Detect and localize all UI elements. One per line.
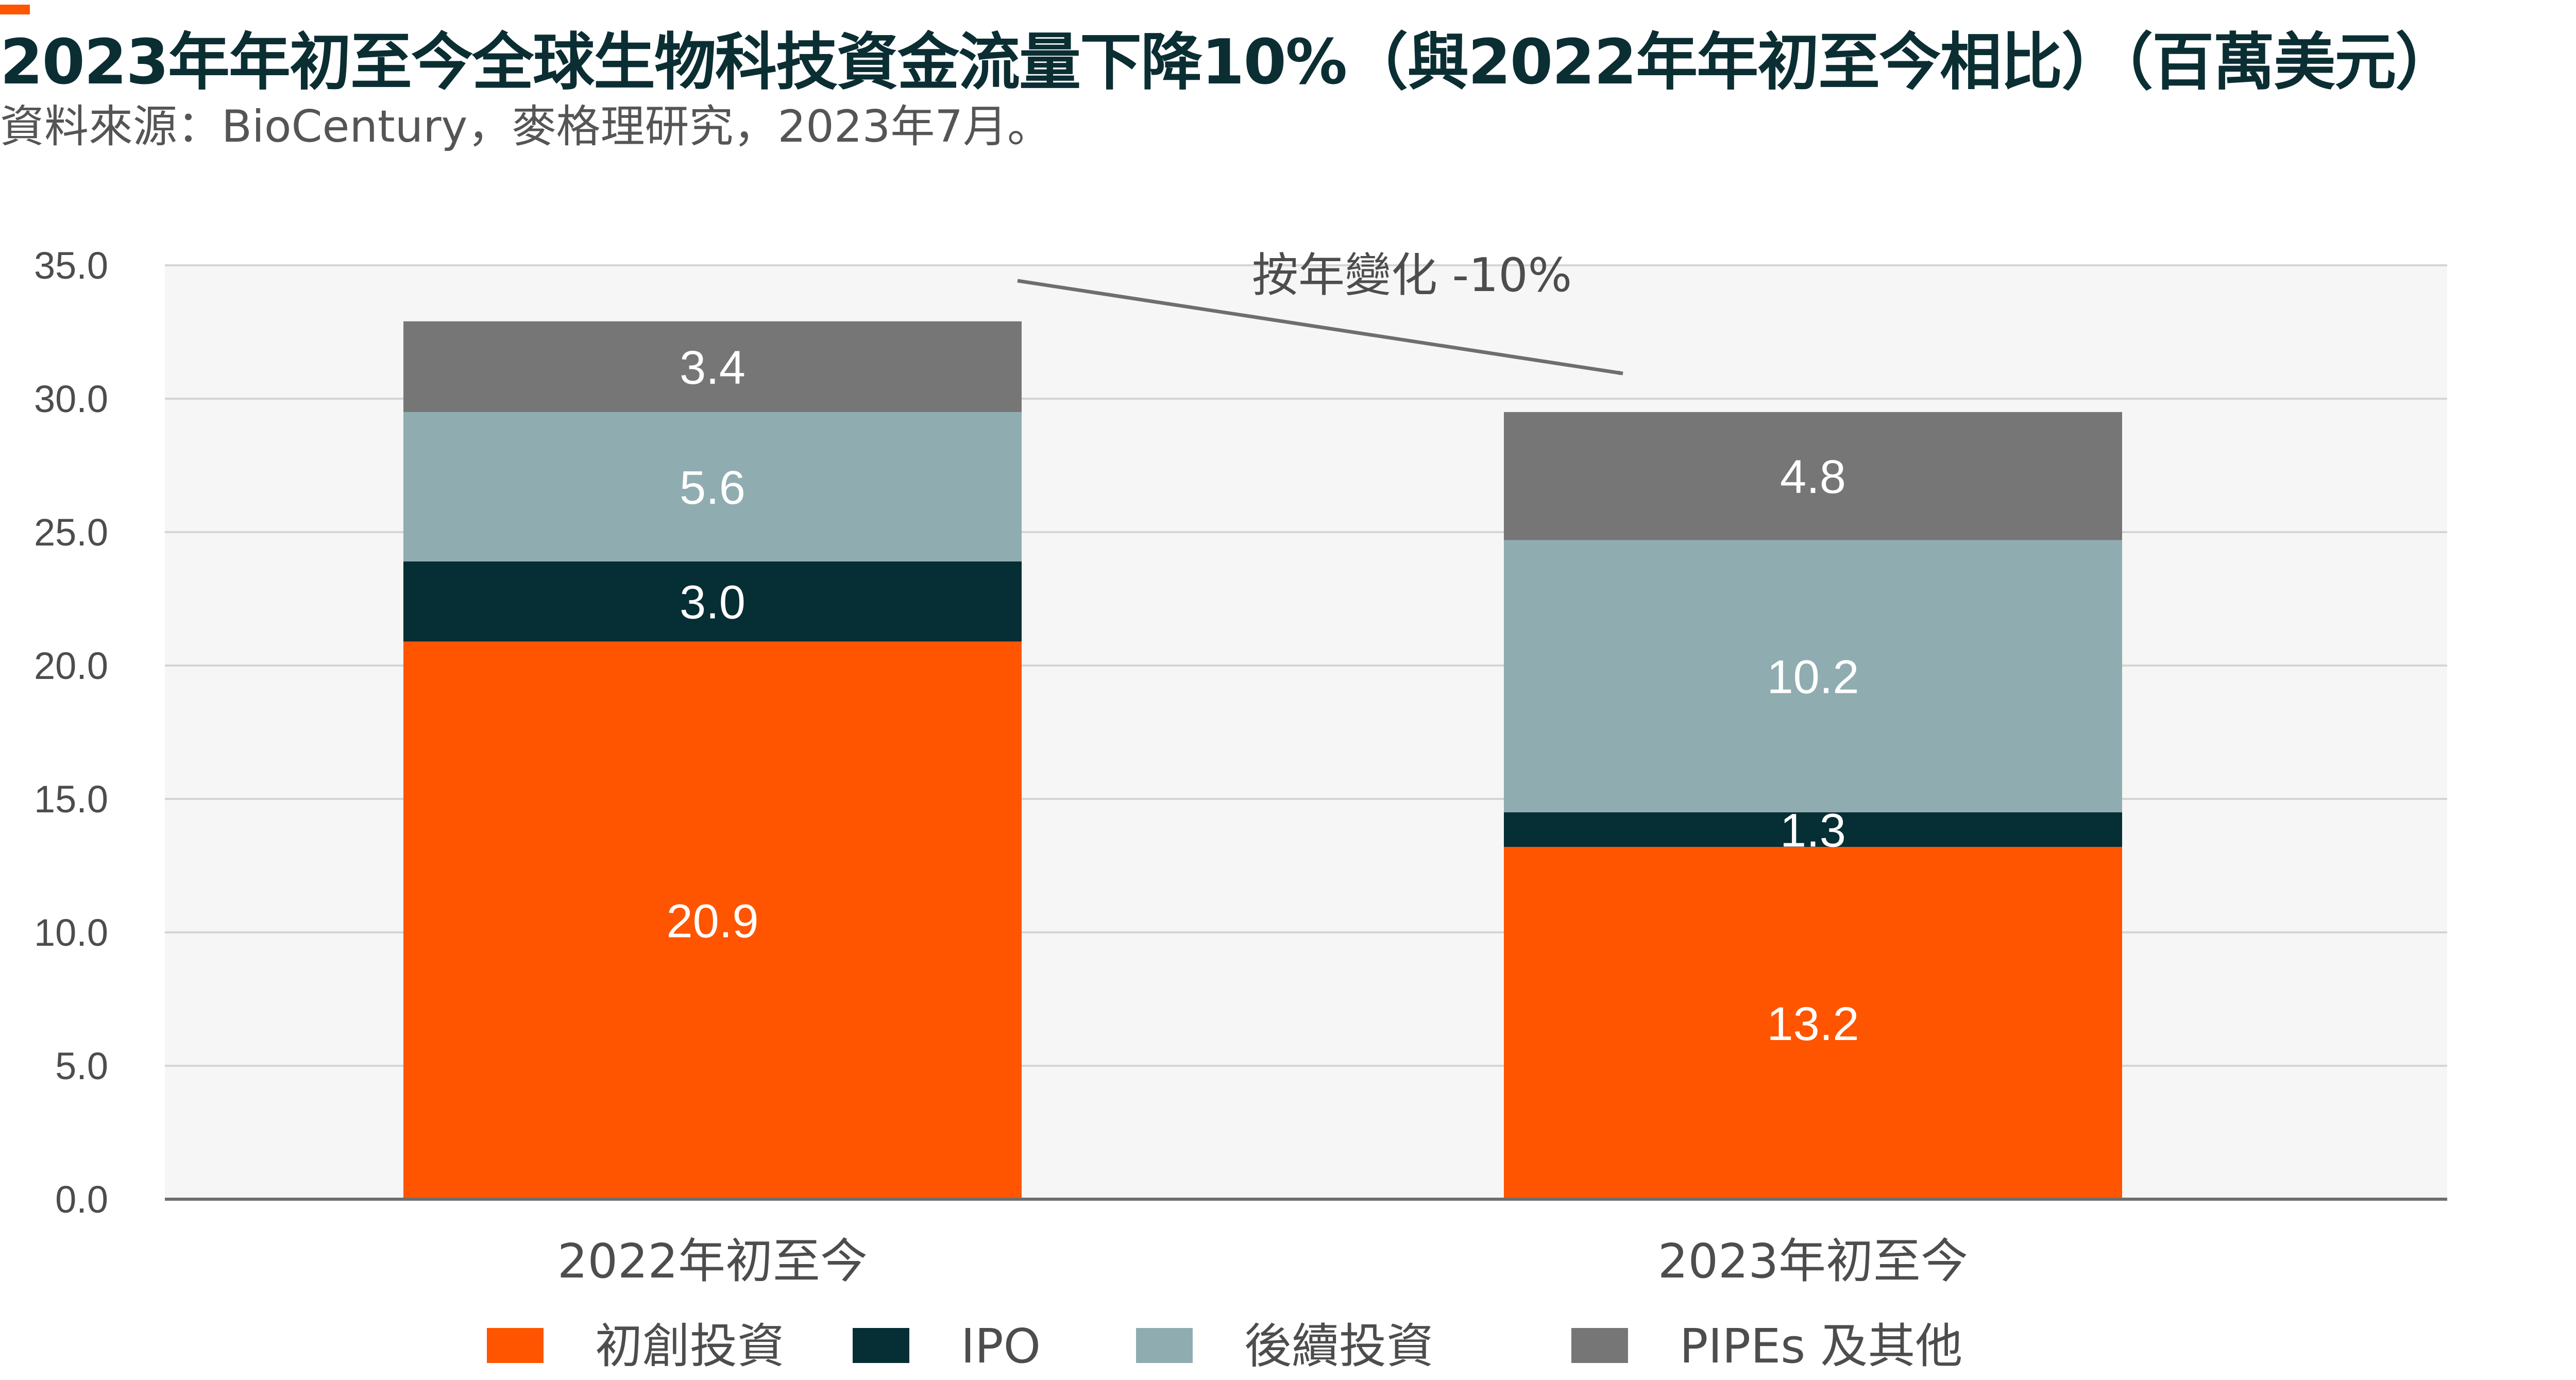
y-tick-label: 35.0 [34,244,108,287]
y-tick-label: 10.0 [34,911,108,954]
data-label: 10.2 [1767,651,1859,704]
chart-source-note: 資料來源：BioCentury，麥格理研究，2023年7月。 [0,101,1052,152]
yoy-change-annotation: 按年變化 -10% [1017,248,1623,376]
bar-segment [1504,847,2122,1199]
y-axis-tick-labels: 0.0 5.0 10.0 15.0 20.0 25.0 30.0 35.0 [34,244,108,1221]
y-tick-label: 15.0 [34,778,108,821]
data-label: 4.8 [1780,451,1846,503]
bar-segment [403,561,1022,642]
chart-title: 2023年年初至今全球生物科技資金流量下降10%（與2022年年初至今相比）（百… [0,27,2457,98]
legend-swatch [1136,1328,1193,1363]
legend-label: 後續投資 [1244,1319,1434,1374]
y-tick-label: 20.0 [34,644,108,687]
legend-label: PIPEs 及其他 [1680,1319,1962,1374]
annotation-arrow [1017,279,1623,376]
bar-segment [1504,412,2122,540]
data-label: 3.0 [680,576,745,629]
y-tick-label: 30.0 [34,378,108,420]
x-category-label: 2022年初至今 [557,1234,868,1289]
data-label: 13.2 [1767,998,1859,1050]
legend-swatch [487,1328,544,1363]
bar-segment [403,321,1022,412]
y-tick-label: 25.0 [34,511,108,554]
annotation-label: 按年變化 -10% [1252,248,1572,302]
bar-segment [1504,540,2122,812]
legend-label: 初創投資 [595,1319,785,1374]
bar-segment [403,412,1022,561]
legend-swatch [1571,1328,1628,1363]
data-label: 3.4 [680,342,745,394]
y-tick-label: 5.0 [55,1045,108,1087]
legend-swatch [853,1328,909,1363]
y-tick-label: 0.0 [55,1178,108,1221]
legend-label: IPO [961,1319,1041,1374]
bar-stacks [403,321,2122,1199]
bar-segment [403,641,1022,1199]
title-accent-bar [0,5,30,14]
data-label: 5.6 [680,462,745,514]
x-axis-category-labels: 2022年初至今 2023年初至今 [557,1234,1968,1289]
legend: 初創投資 IPO 後續投資 PIPEs 及其他 [487,1319,1962,1374]
bar-segment [1504,812,2122,847]
data-label: 20.9 [666,895,758,948]
data-labels: 20.9 3.0 5.6 3.4 13.2 1.3 10.2 4.8 [666,342,1859,1050]
x-category-label: 2023年初至今 [1658,1234,1968,1289]
data-label: 1.3 [1780,805,1846,857]
